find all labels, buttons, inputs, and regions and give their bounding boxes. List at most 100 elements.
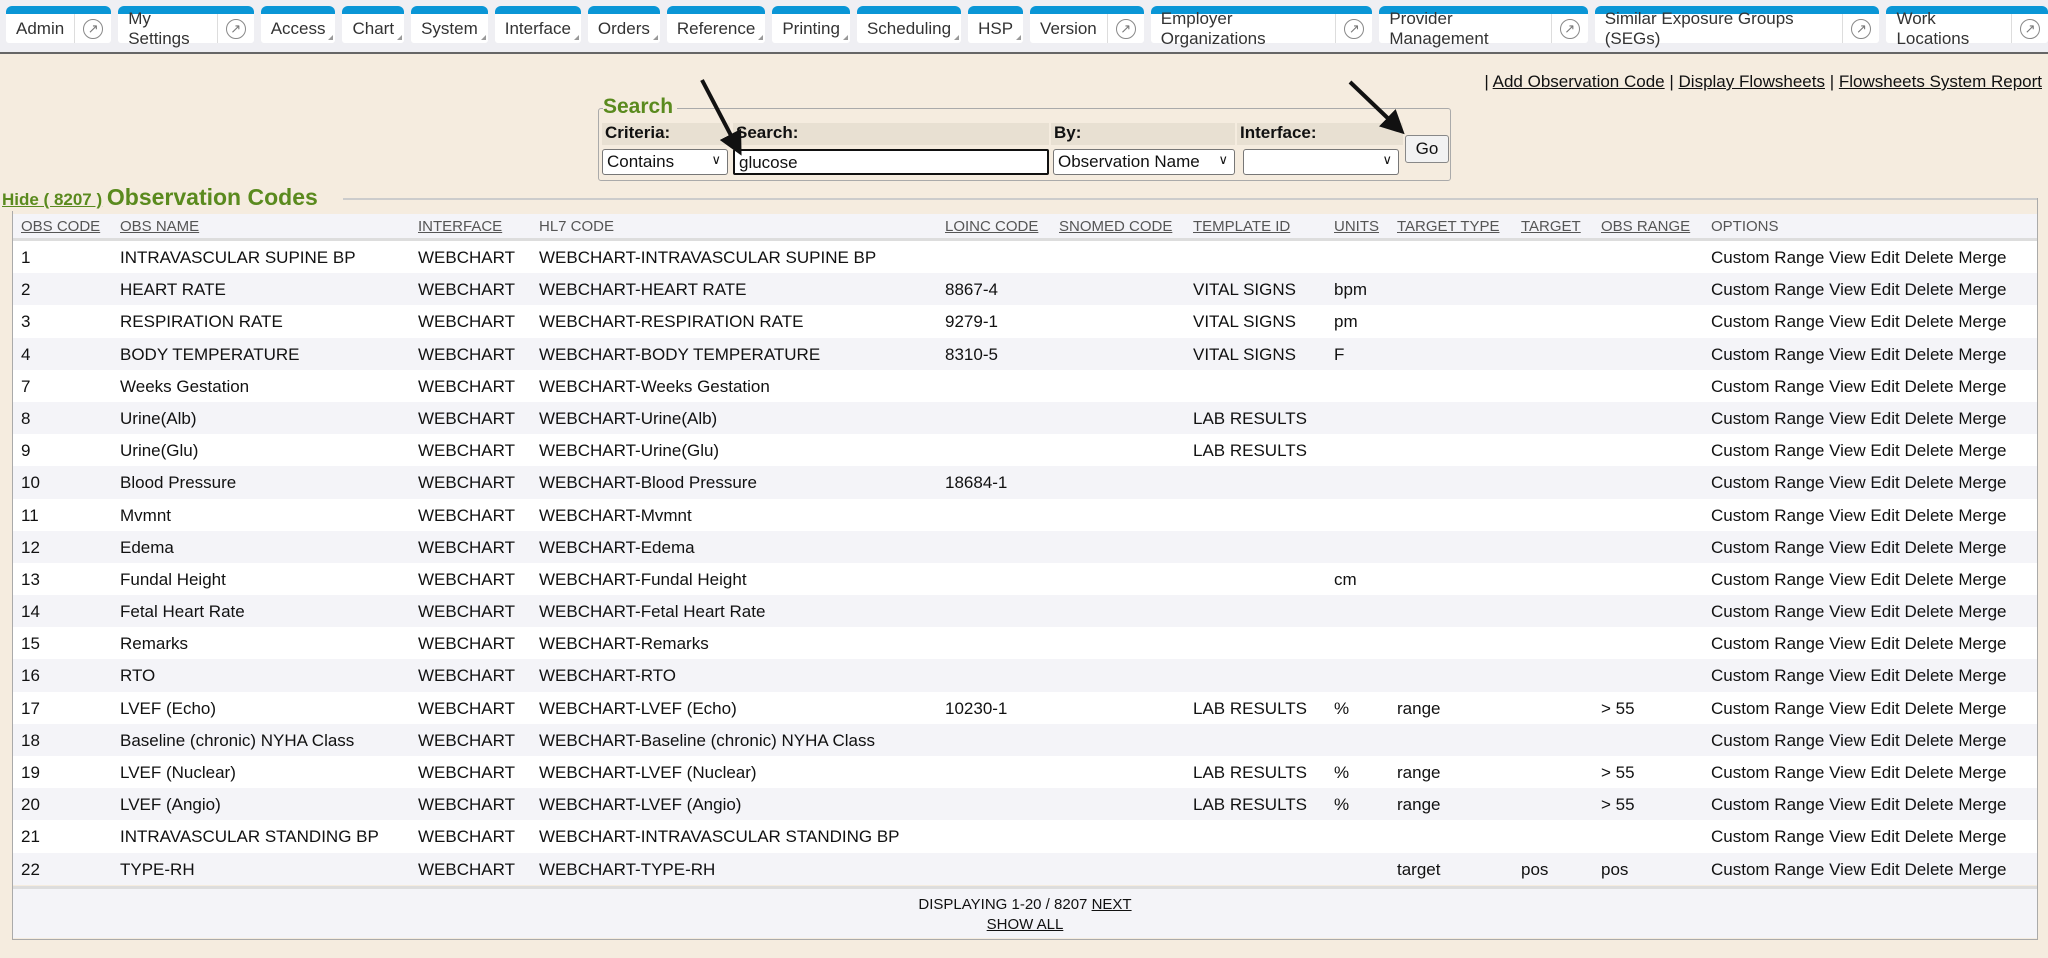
view-link[interactable]: View (1829, 569, 1866, 589)
edit-link[interactable]: Edit (1870, 569, 1900, 589)
column-header[interactable]: TEMPLATE ID (1193, 218, 1291, 235)
custom-range-link[interactable]: Custom Range (1711, 698, 1825, 718)
merge-link[interactable]: Merge (1958, 666, 2007, 686)
view-link[interactable]: View (1829, 602, 1866, 622)
delete-link[interactable]: Delete (1904, 441, 1954, 461)
open-external-button[interactable]: ↗ (1335, 14, 1372, 43)
custom-range-link[interactable]: Custom Range (1711, 505, 1825, 525)
nav-tab-admin[interactable]: Admin ↗ (6, 6, 112, 43)
merge-link[interactable]: Merge (1958, 344, 2007, 364)
view-link[interactable]: View (1829, 537, 1866, 557)
column-header[interactable]: UNITS (1334, 218, 1379, 235)
delete-link[interactable]: Delete (1904, 730, 1954, 750)
edit-link[interactable]: Edit (1870, 537, 1900, 557)
delete-link[interactable]: Delete (1904, 473, 1954, 493)
delete-link[interactable]: Delete (1904, 795, 1954, 815)
merge-link[interactable]: Merge (1958, 376, 2007, 396)
edit-link[interactable]: Edit (1870, 441, 1900, 461)
nav-tab-system[interactable]: System (411, 6, 488, 43)
view-link[interactable]: View (1829, 312, 1866, 332)
search-input[interactable]: glucose (733, 149, 1049, 175)
merge-link[interactable]: Merge (1958, 602, 2007, 622)
edit-link[interactable]: Edit (1870, 408, 1900, 428)
edit-link[interactable]: Edit (1870, 634, 1900, 654)
nav-tab-similar-exposure-groups-segs-[interactable]: Similar Exposure Groups (SEGs) ↗ (1594, 6, 1880, 48)
delete-link[interactable]: Delete (1904, 312, 1954, 332)
edit-link[interactable]: Edit (1870, 312, 1900, 332)
custom-range-link[interactable]: Custom Range (1711, 730, 1825, 750)
merge-link[interactable]: Merge (1958, 248, 2007, 267)
view-link[interactable]: View (1829, 408, 1866, 428)
delete-link[interactable]: Delete (1904, 280, 1954, 300)
edit-link[interactable]: Edit (1870, 473, 1900, 493)
view-link[interactable]: View (1829, 730, 1866, 750)
delete-link[interactable]: Delete (1904, 827, 1954, 847)
custom-range-link[interactable]: Custom Range (1711, 441, 1825, 461)
add-observation-code-link[interactable]: Add Observation Code (1492, 72, 1665, 91)
nav-tab-employer-organizations[interactable]: Employer Organizations ↗ (1150, 6, 1373, 48)
column-header[interactable]: OBS RANGE (1601, 218, 1691, 235)
delete-link[interactable]: Delete (1904, 569, 1954, 589)
custom-range-link[interactable]: Custom Range (1711, 248, 1825, 267)
custom-range-link[interactable]: Custom Range (1711, 602, 1825, 622)
delete-link[interactable]: Delete (1904, 634, 1954, 654)
view-link[interactable]: View (1829, 666, 1866, 686)
edit-link[interactable]: Edit (1870, 505, 1900, 525)
interface-select[interactable]: ∨ (1243, 149, 1399, 175)
custom-range-link[interactable]: Custom Range (1711, 763, 1825, 782)
delete-link[interactable]: Delete (1904, 537, 1954, 557)
custom-range-link[interactable]: Custom Range (1711, 376, 1825, 396)
delete-link[interactable]: Delete (1904, 408, 1954, 428)
edit-link[interactable]: Edit (1870, 602, 1900, 622)
delete-link[interactable]: Delete (1904, 859, 1954, 879)
edit-link[interactable]: Edit (1870, 795, 1900, 815)
custom-range-link[interactable]: Custom Range (1711, 537, 1825, 557)
open-external-button[interactable]: ↗ (1842, 14, 1879, 43)
nav-tab-work-locations[interactable]: Work Locations ↗ (1886, 6, 2048, 48)
delete-link[interactable]: Delete (1904, 505, 1954, 525)
view-link[interactable]: View (1829, 505, 1866, 525)
display-flowsheets-link[interactable]: Display Flowsheets (1678, 72, 1825, 91)
edit-link[interactable]: Edit (1870, 730, 1900, 750)
merge-link[interactable]: Merge (1958, 795, 2007, 815)
edit-link[interactable]: Edit (1870, 248, 1900, 267)
view-link[interactable]: View (1829, 376, 1866, 396)
show-all-link[interactable]: SHOW ALL (986, 916, 1064, 933)
custom-range-link[interactable]: Custom Range (1711, 344, 1825, 364)
edit-link[interactable]: Edit (1870, 666, 1900, 686)
hide-link[interactable]: Hide ( 8207 ) (2, 190, 103, 209)
column-header[interactable]: LOINC CODE (945, 218, 1039, 235)
merge-link[interactable]: Merge (1958, 859, 2007, 879)
edit-link[interactable]: Edit (1870, 344, 1900, 364)
custom-range-link[interactable]: Custom Range (1711, 795, 1825, 815)
merge-link[interactable]: Merge (1958, 537, 2007, 557)
nav-tab-chart[interactable]: Chart (342, 6, 405, 43)
criteria-select[interactable]: Contains ∨ (602, 149, 728, 175)
nav-tab-version[interactable]: Version ↗ (1030, 6, 1144, 43)
edit-link[interactable]: Edit (1870, 827, 1900, 847)
custom-range-link[interactable]: Custom Range (1711, 280, 1825, 300)
column-header[interactable]: TARGET TYPE (1397, 218, 1500, 235)
delete-link[interactable]: Delete (1904, 376, 1954, 396)
custom-range-link[interactable]: Custom Range (1711, 634, 1825, 654)
open-external-button[interactable]: ↗ (2011, 14, 2048, 43)
edit-link[interactable]: Edit (1870, 698, 1900, 718)
merge-link[interactable]: Merge (1958, 280, 2007, 300)
merge-link[interactable]: Merge (1958, 634, 2007, 654)
view-link[interactable]: View (1829, 473, 1866, 493)
column-header[interactable]: OBS NAME (120, 218, 200, 235)
view-link[interactable]: View (1829, 280, 1866, 300)
custom-range-link[interactable]: Custom Range (1711, 312, 1825, 332)
view-link[interactable]: View (1829, 248, 1866, 267)
view-link[interactable]: View (1829, 344, 1866, 364)
merge-link[interactable]: Merge (1958, 441, 2007, 461)
nav-tab-access[interactable]: Access (260, 6, 336, 43)
view-link[interactable]: View (1829, 441, 1866, 461)
custom-range-link[interactable]: Custom Range (1711, 666, 1825, 686)
edit-link[interactable]: Edit (1870, 280, 1900, 300)
column-header[interactable]: TARGET (1521, 218, 1581, 235)
view-link[interactable]: View (1829, 634, 1866, 654)
custom-range-link[interactable]: Custom Range (1711, 473, 1825, 493)
column-header[interactable]: OBS CODE (21, 218, 101, 235)
edit-link[interactable]: Edit (1870, 376, 1900, 396)
